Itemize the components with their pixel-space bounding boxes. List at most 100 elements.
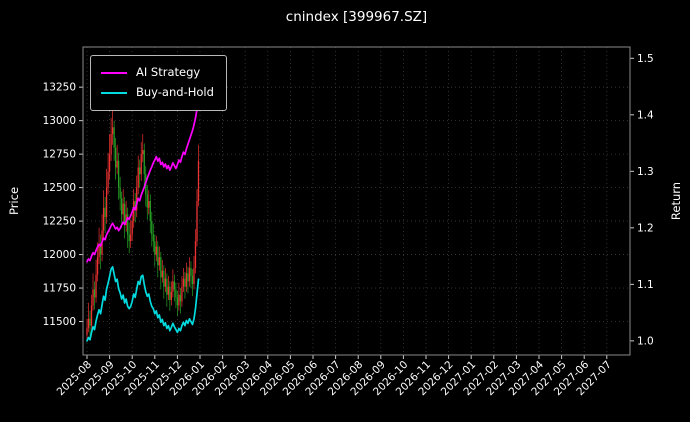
candle-body (184, 278, 186, 287)
y-left-tick-label: 11500 (43, 316, 76, 328)
candle-body (161, 270, 163, 278)
candle-body (90, 305, 93, 326)
candle-body (158, 257, 160, 266)
candle-body (167, 286, 170, 295)
candle-body (107, 171, 109, 188)
candle-body (130, 234, 132, 242)
candle-body (108, 154, 111, 172)
candle-body (122, 203, 124, 215)
buy-and-hold-line-swatch (101, 91, 127, 95)
legend: AI Strategy Buy-and-Hold (90, 55, 227, 111)
candle-body (146, 194, 148, 208)
candle-body (196, 201, 198, 242)
buy-and-hold-line (86, 265, 200, 342)
y-left-tick-label: 12250 (43, 216, 76, 228)
candle-body (127, 214, 129, 235)
candle-body (193, 267, 195, 285)
candle-body (136, 187, 138, 211)
candle-body (121, 198, 123, 215)
candle-body (152, 234, 154, 242)
candle-body (149, 201, 151, 222)
candle-body (173, 281, 176, 290)
candle-body (140, 154, 142, 175)
y-right-tick-label: 1.4 (637, 109, 654, 121)
candle-body (134, 201, 136, 211)
candle-body (151, 221, 153, 235)
y-left-tick-label: 12750 (43, 149, 76, 161)
candle-body (190, 267, 192, 276)
ai-strategy-line (86, 98, 200, 263)
candle-body (175, 289, 177, 298)
candle-body (86, 328, 88, 335)
candle-body (182, 278, 185, 287)
candle-body (116, 160, 118, 168)
candle-body (113, 127, 115, 148)
y-right-tick-label: 1.5 (637, 53, 654, 65)
y-right-axis-label: Return (669, 181, 683, 221)
candle-body (139, 167, 141, 175)
chart-title: cnindex [399967.SZ] (285, 9, 428, 25)
plot-border (82, 46, 631, 356)
candle-body (111, 127, 114, 135)
candle-body (87, 318, 90, 329)
candle-body (96, 257, 99, 275)
legend-label-buy-and-hold: Buy-and-Hold (136, 85, 214, 100)
candle-body (105, 187, 108, 218)
legend-item-buy-and-hold: Buy-and-Hold (101, 83, 214, 103)
candle-body (187, 273, 189, 282)
candle-body (166, 278, 168, 295)
legend-label-ai-strategy: AI Strategy (136, 65, 201, 80)
y-left-tick-label: 11750 (43, 283, 76, 295)
candle-body (194, 241, 197, 268)
candle-body (99, 243, 102, 255)
candle-body (181, 286, 183, 302)
candle-body (102, 207, 105, 231)
candle-body (178, 294, 180, 306)
candle-body (160, 257, 162, 278)
candle-body (137, 167, 139, 188)
y-left-tick-label: 12500 (43, 182, 76, 194)
candle-body (154, 241, 156, 255)
y-right-tick-label: 1.2 (637, 222, 654, 234)
candle-body (89, 318, 91, 326)
candle-body (170, 292, 173, 301)
candle-body (142, 150, 144, 155)
candle-body (95, 274, 97, 298)
candle-body (148, 201, 150, 208)
y-left-tick-label: 13250 (43, 82, 76, 94)
candle-body (157, 246, 159, 266)
y-left-tick-label: 13000 (43, 115, 76, 127)
candle-body (164, 278, 166, 287)
y-left-tick-label: 12000 (43, 249, 76, 261)
candle-body (131, 221, 133, 235)
candle-body (110, 134, 112, 155)
candle-body (128, 234, 130, 242)
candle-body (117, 160, 120, 188)
y-right-tick-label: 1.3 (637, 166, 654, 178)
legend-item-ai-strategy: AI Strategy (101, 63, 214, 83)
candle-body (98, 243, 100, 258)
candle-body (155, 246, 157, 255)
y-right-tick-label: 1.0 (637, 335, 654, 347)
candle-body (114, 147, 117, 168)
y-left-axis-label: Price (7, 186, 21, 216)
candle-body (143, 150, 145, 175)
candle-body (185, 273, 188, 287)
candle-body (179, 294, 182, 302)
candle-body (93, 289, 96, 298)
candle-body (92, 289, 94, 306)
candle-body (133, 201, 135, 222)
candle-body (188, 267, 191, 282)
candle-body (163, 270, 165, 287)
candle-body (172, 281, 174, 293)
candle-body (197, 160, 200, 201)
candle-body (169, 286, 171, 301)
candle-body (176, 297, 179, 306)
ai-strategy-line-swatch (101, 71, 127, 75)
candle-body (104, 207, 106, 218)
candle-body (191, 275, 194, 285)
candle-body (124, 203, 126, 226)
y-right-tick-label: 1.1 (637, 279, 654, 291)
candle-body (119, 187, 121, 199)
